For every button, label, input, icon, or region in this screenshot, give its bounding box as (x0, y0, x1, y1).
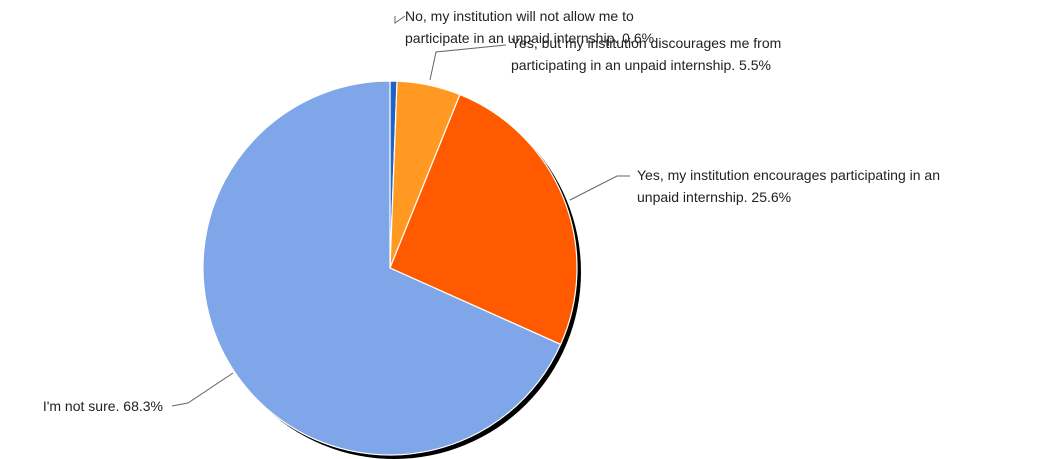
pie-slices (202, 80, 578, 456)
slice-labels: No, my institution will not allow me to p… (43, 8, 940, 414)
leader-line-4 (171, 372, 234, 407)
leader-line-3 (569, 175, 630, 201)
leader-lines (171, 15, 630, 407)
slice-label-3-line-2: unpaid internship. 25.6% (637, 189, 791, 205)
slice-label-2-line-2: participating in an unpaid internship. 5… (511, 57, 771, 73)
slice-label-1-line-1: No, my institution will not allow me to (405, 8, 634, 24)
pie-slice-3 (389, 93, 578, 346)
slice-label-3-line-1: Yes, my institution encourages participa… (637, 167, 940, 183)
slice-label-1-line-2: participate in an unpaid internship. 0.6… (405, 30, 654, 46)
leader-line-2 (429, 44, 507, 81)
slice-label-4-line-1: I'm not sure. 68.3% (43, 398, 163, 414)
leader-line-1 (394, 15, 406, 24)
pie-slice-4 (202, 80, 562, 456)
slice-label-2-line-1: Yes, but my institution discourages me f… (511, 35, 781, 51)
